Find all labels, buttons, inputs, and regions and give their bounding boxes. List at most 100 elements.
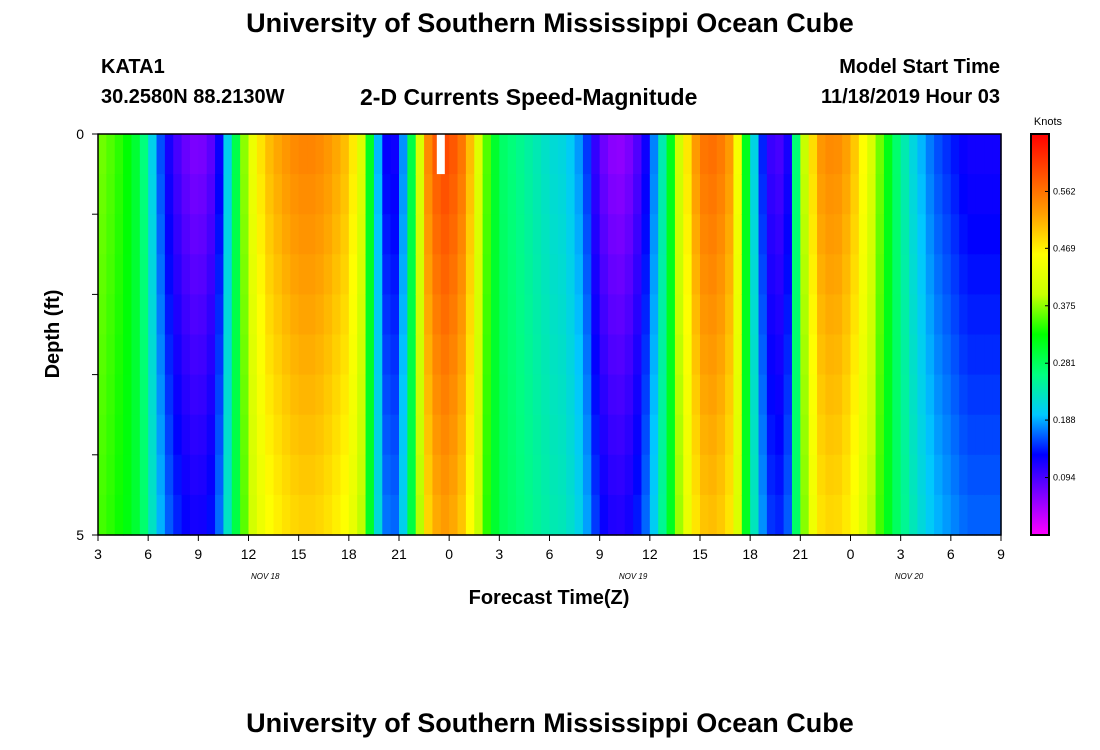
heatmap-cell (248, 214, 258, 255)
heatmap-cell (474, 254, 484, 295)
heatmap-cell (649, 174, 659, 215)
heatmap-cell (900, 134, 910, 175)
heatmap-cell (98, 334, 107, 376)
heatmap-cell (181, 334, 191, 376)
heatmap-cell (315, 134, 325, 175)
heatmap-cell (114, 454, 124, 496)
heatmap-cell (791, 294, 801, 336)
heatmap-cell (449, 454, 459, 496)
heatmap-cell (524, 214, 534, 255)
heatmap-cell (106, 174, 116, 215)
heatmap-cell (850, 414, 860, 456)
heatmap-cell (465, 494, 475, 536)
heatmap-cell (892, 414, 902, 456)
heatmap-cell (198, 294, 208, 336)
heatmap-cell (507, 374, 517, 416)
heatmap-cell (883, 174, 893, 215)
heatmap-cell (716, 214, 726, 255)
heatmap-cell (507, 334, 517, 376)
heatmap-cell (934, 254, 944, 295)
heatmap-cell (758, 254, 768, 295)
heatmap-cell (984, 494, 994, 536)
heatmap-cell (716, 374, 726, 416)
heatmap-cell (516, 214, 526, 255)
heatmap-cell (240, 334, 250, 376)
heatmap-cell (541, 374, 551, 416)
heatmap-cell (649, 134, 659, 175)
heatmap-cell (173, 494, 183, 536)
heatmap-cell (357, 334, 367, 376)
heatmap-cell (850, 214, 860, 255)
heatmap-cell (942, 294, 952, 336)
heatmap-cell (340, 214, 350, 255)
station-coordinates: 30.2580N 88.2130W (101, 86, 285, 108)
heatmap-cell (817, 494, 827, 536)
heatmap-cell (808, 494, 818, 536)
heatmap-cell (424, 414, 434, 456)
date-label: NOV 18 (251, 572, 280, 581)
heatmap-cell (708, 414, 718, 456)
heatmap-cell (934, 334, 944, 376)
heatmap-cell (474, 494, 484, 536)
heatmap-cell (507, 414, 517, 456)
heatmap-cell (833, 454, 843, 496)
heatmap-cell (298, 214, 308, 255)
heatmap-cell (658, 254, 668, 295)
heatmap-cell (482, 254, 492, 295)
heatmap-cell (348, 134, 358, 175)
heatmap-cell (858, 174, 868, 215)
colorbar-tick-label: 0.469 (1053, 243, 1076, 253)
heatmap-cell (700, 294, 709, 336)
heatmap-cell (332, 414, 342, 456)
heatmap-cell (114, 174, 124, 215)
heatmap-cell (992, 494, 1002, 536)
heatmap-cell (700, 454, 709, 496)
heatmap-cell (557, 334, 567, 376)
heatmap-cell (399, 174, 408, 215)
heatmap-cell (783, 174, 793, 215)
heatmap-cell (189, 494, 199, 536)
heatmap-cell (574, 174, 584, 215)
heatmap-cell (766, 134, 776, 175)
heatmap-cell (992, 254, 1002, 295)
heatmap-cell (624, 454, 634, 496)
heatmap-cell (608, 174, 617, 215)
heatmap-cell (490, 134, 500, 175)
heatmap-cell (415, 174, 425, 215)
heatmap-cell (323, 334, 333, 376)
heatmap-cells (98, 134, 1002, 536)
heatmap-cell (248, 334, 258, 376)
heatmap-cell (415, 134, 425, 175)
heatmap-cell (959, 134, 969, 175)
heatmap-cell (808, 134, 818, 175)
heatmap-cell (139, 494, 149, 536)
heatmap-cell (691, 254, 701, 295)
heatmap-cell (733, 454, 743, 496)
heatmap-cell (215, 414, 225, 456)
heatmap-cell (892, 454, 902, 496)
heatmap-cell (875, 254, 885, 295)
heatmap-cell (733, 374, 743, 416)
heatmap-cell (900, 294, 910, 336)
heatmap-cell (867, 254, 877, 295)
heatmap-cell (942, 174, 952, 215)
heatmap-cell (666, 454, 676, 496)
heatmap-cell (173, 334, 183, 376)
heatmap-cell (256, 294, 266, 336)
heatmap-cell (608, 254, 617, 295)
heatmap-cell (365, 414, 375, 456)
heatmap-cell (783, 414, 793, 456)
heatmap-cell (758, 214, 768, 255)
heatmap-cell (633, 454, 643, 496)
heatmap-cell (582, 134, 592, 175)
heatmap-cell (189, 254, 199, 295)
heatmap-cell (582, 294, 592, 336)
heatmap-cell (967, 334, 977, 376)
heatmap-cell (106, 294, 116, 336)
heatmap-cell (307, 254, 316, 295)
heatmap-cell (507, 174, 517, 215)
heatmap-cell (281, 334, 291, 376)
x-tick-label: 21 (391, 546, 407, 562)
heatmap-cell (106, 374, 116, 416)
heatmap-cell (541, 414, 551, 456)
